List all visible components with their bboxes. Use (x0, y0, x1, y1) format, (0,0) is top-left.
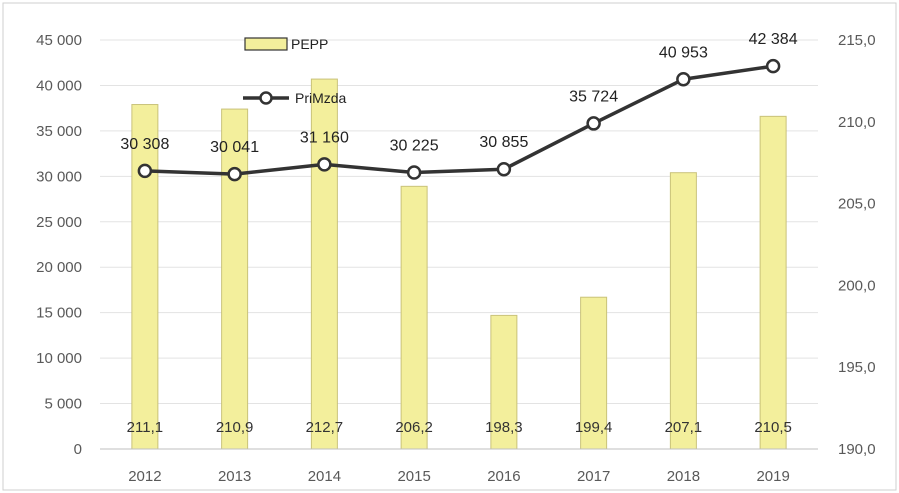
y-left-tick-label: 35 000 (36, 123, 82, 140)
y-right-tick-label: 210,0 (838, 114, 876, 131)
y-left-tick-label: 5 000 (44, 396, 82, 413)
x-tick-label: 2015 (397, 468, 430, 485)
line-path (144, 64, 774, 176)
line-data-label: 31 160 (300, 129, 349, 146)
x-tick-label: 2016 (487, 468, 520, 485)
line-data-label: 30 041 (210, 139, 259, 156)
y-left-tick-label: 25 000 (36, 214, 82, 231)
y-left-tick-label: 10 000 (36, 350, 82, 367)
x-tick-label: 2018 (667, 468, 700, 485)
legend-line-marker (259, 91, 273, 105)
legend: PEPP PriMzda (243, 36, 347, 106)
line-series (137, 58, 781, 182)
y-left-tick-label: 45 000 (36, 32, 82, 49)
line-data-label: 42 384 (749, 31, 798, 48)
line-data-label: 35 724 (569, 88, 618, 105)
line-data-label: 40 953 (659, 44, 708, 61)
y-left-tick-label: 20 000 (36, 259, 82, 276)
y-left-tick-label: 15 000 (36, 305, 82, 322)
gridlines (100, 39, 818, 405)
y-left-tick-label: 0 (74, 441, 82, 458)
legend-bar-label: PEPP (291, 36, 328, 52)
line-point (317, 157, 332, 172)
line-point (406, 165, 422, 180)
x-tick-label: 2019 (756, 468, 789, 485)
line-point (765, 58, 781, 74)
line-point (676, 72, 691, 87)
line-point (496, 161, 512, 177)
y-right-tick-label: 195,0 (838, 359, 876, 376)
bar-data-label: 210,5 (754, 419, 792, 436)
bar (221, 108, 249, 450)
bar-data-label: 206,2 (395, 419, 433, 436)
bar-data-label: 210,9 (216, 419, 254, 436)
legend-line-label: PriMzda (295, 90, 347, 106)
bar (400, 185, 428, 450)
y-right-tick-label: 205,0 (838, 196, 876, 213)
bar-data-label: 199,4 (575, 419, 613, 436)
legend-bar-swatch (244, 37, 288, 51)
bar (759, 115, 787, 450)
bar (131, 104, 159, 450)
bar-data-label: 212,7 (306, 419, 344, 436)
bar-data-label: 207,1 (665, 419, 703, 436)
y-left-tick-label: 30 000 (36, 168, 82, 185)
line-data-label: 30 308 (120, 136, 169, 153)
bar (669, 172, 697, 450)
line-point (586, 116, 601, 131)
bar-series (131, 78, 787, 450)
y-right-tick-label: 190,0 (838, 441, 876, 458)
line-point (227, 166, 242, 182)
y-right-tick-label: 215,0 (838, 32, 876, 49)
x-tick-label: 2012 (128, 468, 161, 485)
line-data-labels: 30 308 30 041 31 160 30 225 30 855 35 724 40 9… (120, 31, 797, 156)
bar (310, 78, 338, 450)
y-left-tick-label: 40 000 (36, 77, 82, 94)
x-tick-label: 2017 (577, 468, 610, 485)
x-tick-label: 2014 (308, 468, 341, 485)
bar-data-label: 211,1 (127, 419, 163, 436)
line-point (137, 163, 153, 179)
x-tick-label: 2013 (218, 468, 251, 485)
bar-data-label: 198,3 (485, 419, 523, 436)
bar-data-labels: 211,1 210,9 212,7 206,2 198,3 199,4 207,1 210,5 (127, 419, 792, 436)
y-right-tick-label: 200,0 (838, 277, 876, 294)
line-data-label: 30 225 (390, 138, 439, 155)
line-data-label: 30 855 (479, 134, 528, 151)
